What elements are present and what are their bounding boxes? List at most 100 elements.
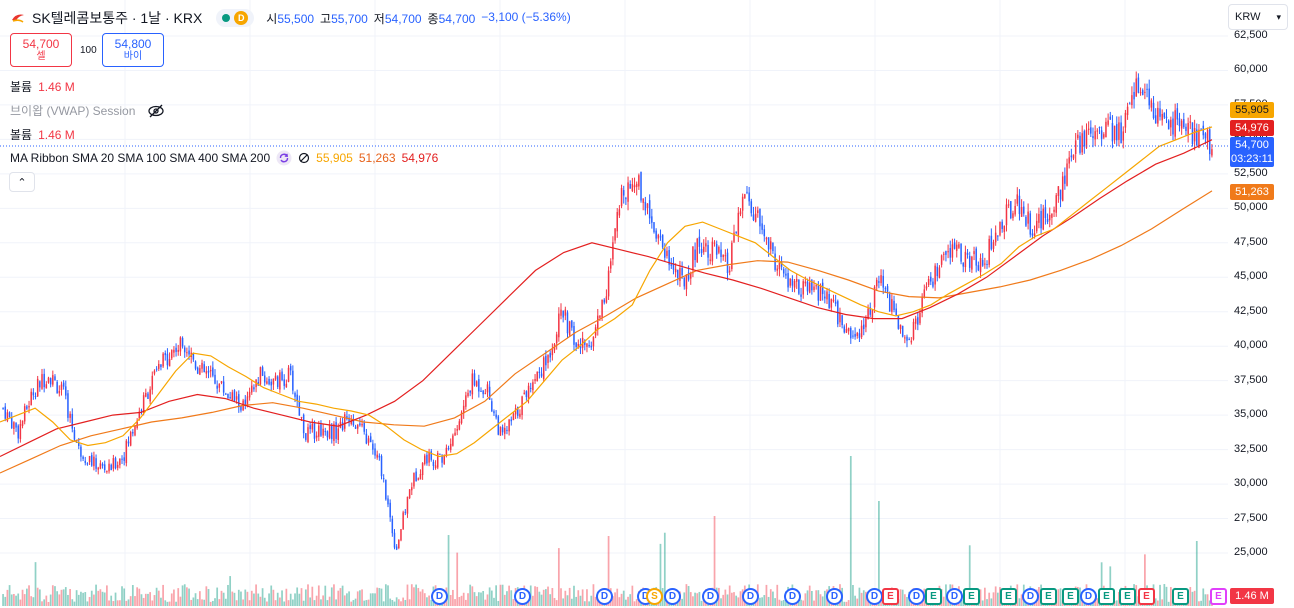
volume-bar [41,601,43,606]
earnings-event-icon[interactable]: E [1172,588,1189,605]
candle-body [110,464,112,471]
dividend-event-icon[interactable]: D [596,588,613,605]
candle-body [214,374,216,384]
candle-body [562,310,564,318]
dividend-event-icon[interactable]: D [664,588,681,605]
candle-body [400,529,402,541]
collapse-legend-button[interactable]: ⌃ [9,172,35,192]
order-quantity[interactable]: 100 [80,44,97,56]
earnings-event-icon[interactable]: E [1210,588,1227,605]
candle-body [337,428,340,440]
volume-bar [144,593,147,606]
candle-body [1074,140,1077,154]
volume-bar [817,590,820,606]
ma-ribbon-indicator[interactable]: MA Ribbon SMA 20 SMA 100 SMA 400 SMA 200… [10,150,438,166]
dividend-event-icon[interactable]: D [946,588,963,605]
candle-body [830,299,833,308]
candle-body [90,455,93,466]
candle-body [718,247,720,253]
earnings-event-icon[interactable]: E [1119,588,1136,605]
volume-bar [140,594,143,606]
volume-bar [724,589,727,606]
volume-bar [218,599,221,606]
volume-bar [1135,585,1138,606]
candle-body [123,457,125,461]
earnings-event-icon[interactable]: E [882,588,899,605]
volume-bar [536,586,539,606]
eye-off-icon[interactable] [147,104,165,118]
dividend-event-icon[interactable]: D [1022,588,1039,605]
dividend-event-icon[interactable]: D [866,588,883,605]
volume-bar [26,588,28,606]
candle-body [1051,213,1053,218]
candle-body [785,273,787,276]
candle-body [1131,95,1133,106]
volume-bar [281,590,283,606]
symbol-title[interactable]: SK텔레콤보통주 · 1날 · KRX [32,10,203,26]
candle-body [943,253,945,255]
dividend-event-icon[interactable]: D [908,588,925,605]
candle-body [1157,107,1159,124]
candle-body [592,336,595,347]
candle-body [850,327,852,339]
candle-body [305,433,307,440]
candle-body [860,325,863,338]
candle-body [709,259,711,261]
volume-bar [821,596,824,606]
candle-body [1165,116,1168,119]
volume-bar [553,597,556,606]
refresh-icon[interactable] [276,150,292,166]
dividend-event-icon[interactable]: D [1080,588,1097,605]
volume-bar [1156,600,1159,606]
dividend-event-icon[interactable]: D [514,588,531,605]
volume-indicator-1[interactable]: 볼륨 1.46 M [10,78,75,95]
earnings-event-icon[interactable]: E [1000,588,1017,605]
earnings-event-icon[interactable]: E [1098,588,1115,605]
candle-body [1193,128,1196,142]
dividend-event-icon[interactable]: D [784,588,801,605]
market-status-badge[interactable]: D [216,9,255,27]
vwap-indicator[interactable]: 브이왑 (VWAP) Session [10,102,165,119]
volume-bar [449,595,452,606]
dividend-event-icon[interactable]: D [431,588,448,605]
candle-body [28,405,30,408]
chevron-up-icon: ⌃ [17,176,27,189]
volume-bar [320,599,322,606]
volume-bar [484,599,487,606]
volume-bar [501,584,504,606]
earnings-event-icon[interactable]: E [1138,588,1155,605]
earnings-event-icon[interactable]: E [925,588,942,605]
candle-body [590,345,593,348]
candle-body [977,265,980,271]
earnings-event-icon[interactable]: E [1040,588,1057,605]
volume-bar [426,597,428,606]
split-event-icon[interactable]: S [646,588,663,605]
candle-body [631,184,634,191]
volume-bar [216,587,219,606]
candle-body [108,463,110,472]
candle-body [949,248,952,258]
dividend-event-icon[interactable]: D [702,588,719,605]
candle-body [609,261,612,269]
volume-bar [906,596,908,606]
currency-select[interactable]: KRW ▾ [1228,4,1288,30]
candle-body [765,237,768,240]
candle-body [170,350,173,359]
earnings-event-icon[interactable]: E [963,588,980,605]
volume-bar [84,592,87,606]
buy-button[interactable]: 54,800 바이 [102,33,164,67]
volume-indicator-2[interactable]: 볼륨 1.46 M [10,126,75,143]
dividend-event-icon[interactable]: D [826,588,843,605]
sell-button[interactable]: 54,700 셀 [10,33,72,67]
volume-bar [110,595,113,606]
candle-body [1068,157,1070,164]
earnings-event-icon[interactable]: E [1062,588,1079,605]
volume-bar [945,584,947,606]
candle-body [828,294,830,308]
volume-bar [255,584,257,606]
dividend-event-icon[interactable]: D [742,588,759,605]
hidden-icon[interactable] [298,152,310,164]
sell-label: 셀 [36,51,46,62]
candle-body [54,376,56,381]
